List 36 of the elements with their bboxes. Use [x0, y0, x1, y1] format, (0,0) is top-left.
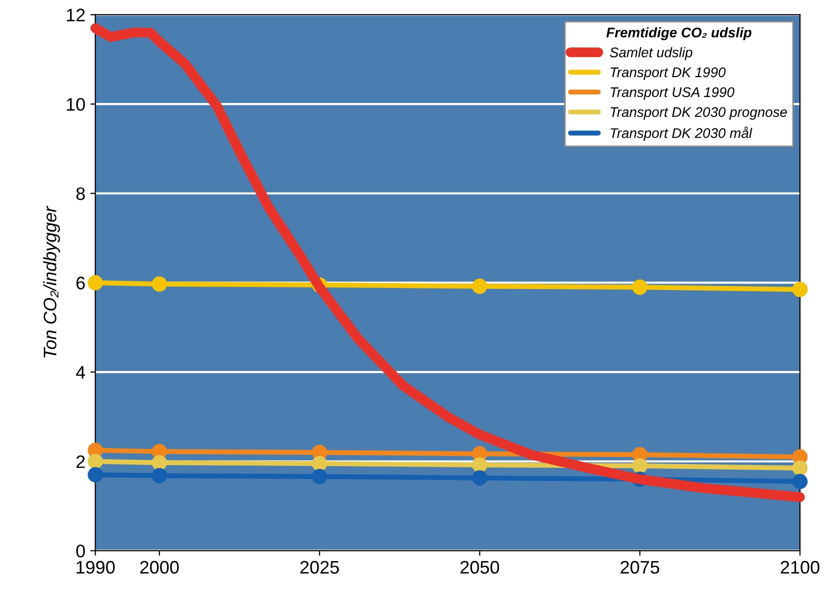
legend-title: Fremtidige CO₂ udslip [606, 27, 752, 40]
point [88, 275, 103, 290]
y-tick-label: 0 [76, 544, 85, 558]
y-tick-label: 4 [76, 366, 86, 379]
point [88, 467, 103, 482]
y-tick-label: 6 [76, 276, 85, 290]
y-tick-label: 2 [76, 455, 85, 468]
point [152, 455, 168, 470]
y-axis-title: Ton CO₂/indbygger [43, 206, 60, 358]
point [792, 282, 808, 298]
legend-label: Transport USA 1990 [610, 87, 734, 100]
point [792, 460, 808, 476]
x-tick-label: 2050 [460, 560, 500, 574]
point [632, 458, 648, 474]
point [792, 474, 808, 490]
point [312, 456, 328, 472]
point [472, 457, 488, 473]
x-tick-label: 2000 [140, 560, 179, 574]
x-tick-label: 2075 [620, 560, 660, 574]
legend-label: Transport DK 2030 mål [610, 126, 752, 141]
x-tick-label: 1990 [76, 560, 115, 574]
x-tick-label: 2025 [300, 560, 339, 574]
y-tick-label: 10 [66, 98, 85, 111]
legend-label: Transport DK 1990 [610, 67, 726, 80]
legend-label: Transport DK 2030 prognose [610, 107, 787, 120]
point [632, 280, 648, 295]
y-tick-label: 12 [66, 8, 85, 22]
point [88, 454, 103, 470]
point [472, 470, 488, 486]
legend-label: Samlet udslip [610, 47, 692, 60]
point [152, 276, 168, 292]
point [312, 468, 328, 484]
point [472, 278, 488, 294]
x-tick-label: 2100 [780, 560, 820, 574]
y-tick-label: 8 [76, 187, 85, 200]
point [152, 468, 168, 484]
